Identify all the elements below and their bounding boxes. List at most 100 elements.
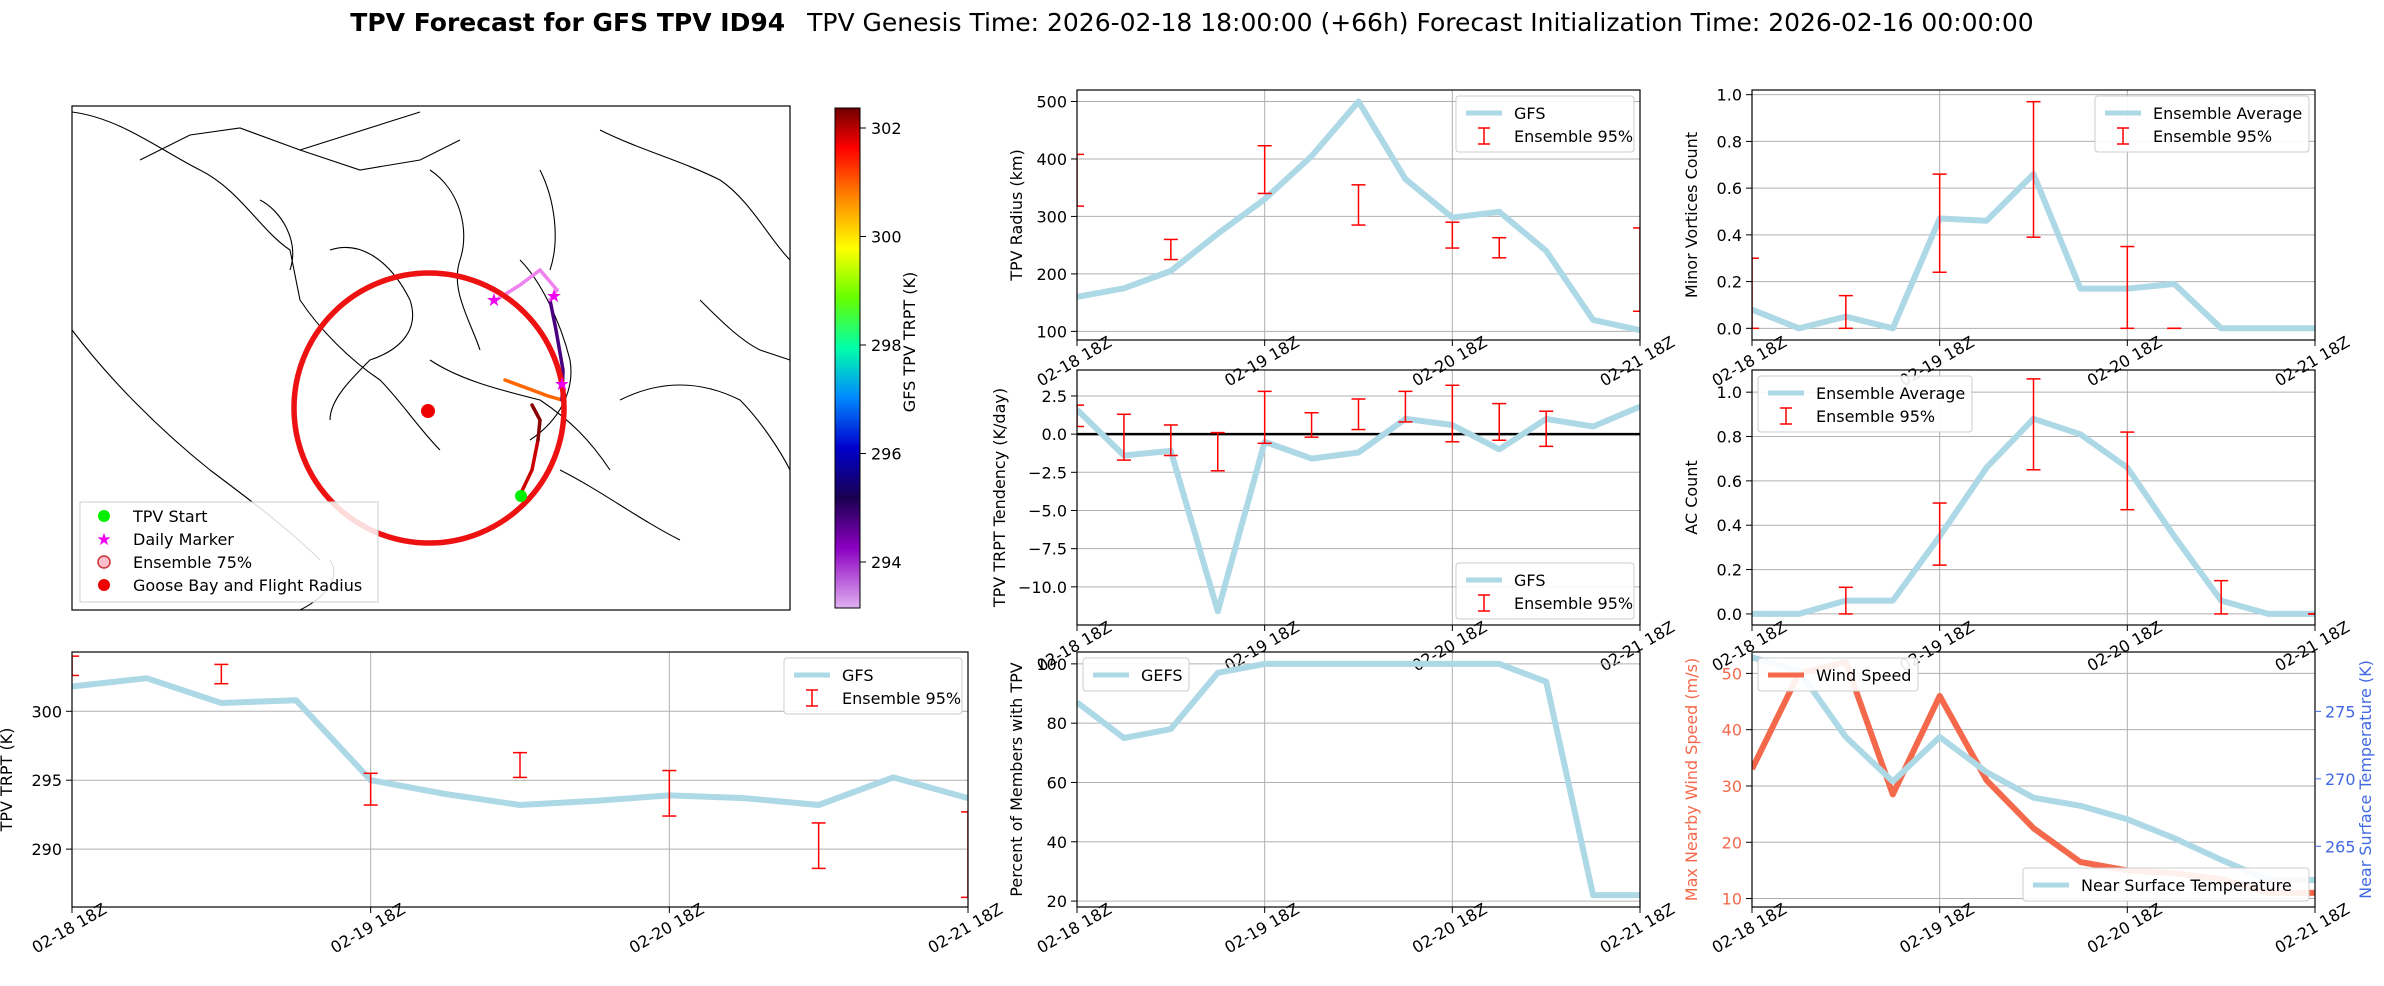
suptitle-bold: TPV Forecast for GFS TPV ID94 [350, 8, 785, 37]
y-tick-label: 40 [1047, 833, 1067, 852]
legend-label: Ensemble 95% [1816, 407, 1935, 426]
y-tick-label: 295 [31, 771, 62, 790]
y-tick-label: 0.4 [1717, 226, 1742, 245]
legend-label: Ensemble 95% [1514, 594, 1633, 613]
plot-area [1077, 98, 1640, 334]
svg-text:★: ★ [486, 290, 502, 311]
y-tick-label: 400 [1036, 150, 1067, 169]
y-tick-label: 200 [1036, 265, 1067, 284]
y-tick-label: −7.5 [1028, 540, 1067, 559]
legend-label: Ensemble 95% [2153, 127, 2272, 146]
y2-axis-label: Near Surface Temperature (K) [2356, 660, 2375, 899]
y-tick-label: 0.2 [1717, 273, 1742, 292]
map-panel: ★ ★ ★ ★ TPV Start Daily Marker Ensemble 75… [71, 105, 791, 611]
figure-suptitle: TPV Forecast for GFS TPV ID94 TPV Genesis… [350, 8, 2033, 37]
legend-label: Ensemble 95% [1514, 127, 1633, 146]
chart-legend: GFS Ensemble 95% [1455, 562, 1635, 620]
plot-area [1077, 384, 1640, 615]
y-tick-label: 30 [1722, 777, 1742, 796]
y-tick-label: 10 [1722, 890, 1742, 909]
y-tick-label: 290 [31, 840, 62, 859]
x-tick-label: 02-21 18Z [1597, 617, 1678, 675]
colorbar: 294 296 298 300 302 GFS TPV TRPT (K) [834, 107, 919, 609]
y-axis-label: TPV TRPT Tendency (K/day) [990, 388, 1009, 608]
axes-frame [1751, 369, 2316, 626]
y-tick-label: 300 [31, 702, 62, 721]
colorbar-label: GFS TPV TRPT (K) [900, 272, 919, 412]
colorbar-tick-label: 294 [871, 553, 902, 572]
chart-legend: Ensemble Average Ensemble 95% [1757, 375, 1973, 433]
y-tick-label: 40 [1722, 721, 1742, 740]
svg-text:★: ★ [96, 530, 111, 550]
y-axis-label: Max Nearby Wind Speed (m/s) [1682, 658, 1701, 901]
chart-legend: Ensemble Average Ensemble 95% [2094, 95, 2310, 153]
y-tick-label: −2.5 [1028, 463, 1067, 482]
x-tick-label: 02-21 18Z [2272, 332, 2353, 390]
y-tick-label: 0.8 [1717, 132, 1742, 151]
chart-trpt: 02-18 18Z 02-19 18Z 02-20 18Z 02-21 18Z 290 2… [0, 651, 1006, 957]
chart-legend: Near Surface Temperature [2022, 867, 2310, 902]
goose-bay-marker [421, 404, 435, 418]
chart-radius: 02-18 18Z 02-19 18Z 02-20 18Z 02-21 18Z1002… [1007, 89, 1678, 390]
chart-percent: 02-18 18Z 02-19 18Z 02-20 18Z 02-21 18Z2040… [1007, 651, 1678, 957]
legend-label: GEFS [1141, 666, 1183, 685]
legend-label: Ensemble Average [1816, 384, 1965, 403]
x-tick-label: 02-18 18Z [29, 899, 110, 957]
x-tick-label: 02-21 18Z [1597, 332, 1678, 390]
legend-daily-marker: Daily Marker [133, 530, 234, 549]
legend-goose-bay: Goose Bay and Flight Radius [133, 576, 362, 595]
legend-label: Ensemble 95% [842, 689, 961, 708]
y-tick-label: 0.0 [1717, 319, 1742, 338]
y-tick-label: 100 [1036, 322, 1067, 341]
map-legend: ★ TPV Start Daily Marker Ensemble 75% Go… [79, 501, 379, 603]
y2-tick-label: 275 [2325, 702, 2356, 721]
y-tick-label: 1.0 [1717, 86, 1742, 105]
x-tick-label: 02-20 18Z [2084, 617, 2165, 675]
x-tick-label: 02-20 18Z [2084, 332, 2165, 390]
legend-label: Ensemble Average [2153, 104, 2302, 123]
colorbar-tick-label: 298 [871, 336, 902, 355]
plot-area [1077, 660, 1640, 899]
series-line [1752, 654, 2315, 883]
y-tick-label: 80 [1047, 714, 1067, 733]
legend-label: GFS [1514, 571, 1545, 590]
y-axis-label: TPV TRPT (K) [0, 728, 16, 833]
y-tick-label: 20 [1722, 833, 1742, 852]
series-line [1077, 98, 1640, 334]
x-tick-label: 02-21 18Z [925, 899, 1006, 957]
y2-tick-label: 270 [2325, 770, 2356, 789]
chart-ac: 02-18 18Z 02-19 18Z 02-20 18Z 02-21 18Z0.00… [1682, 369, 2353, 675]
y-axis-label: AC Count [1682, 460, 1701, 534]
tpv-start-marker [515, 490, 527, 502]
axes-frame [1076, 651, 1641, 908]
y-tick-label: −5.0 [1028, 501, 1067, 520]
chart-wind: 02-18 18Z 02-19 18Z 02-20 18Z 02-21 18Z1020… [1682, 651, 2375, 957]
y-tick-label: 0.2 [1717, 561, 1742, 580]
x-tick-label: 02-21 18Z [2272, 617, 2353, 675]
y2-tick-label: 265 [2325, 837, 2356, 856]
svg-text:★: ★ [554, 374, 570, 395]
series-line [1752, 659, 2315, 896]
x-tick-label: 02-20 18Z [2084, 899, 2165, 957]
y-tick-label: −10.0 [1018, 578, 1067, 597]
axes-frame [71, 651, 969, 908]
colorbar-tick-label: 296 [871, 445, 902, 464]
y-axis-label: Minor Vortices Count [1682, 132, 1701, 298]
x-tick-label: 02-20 18Z [1409, 899, 1490, 957]
x-tick-label: 02-19 18Z [1896, 899, 1977, 957]
legend-ensemble-75: Ensemble 75% [133, 553, 252, 572]
y-axis-label: Percent of Members with TPV [1007, 662, 1026, 896]
y-tick-label: 0.0 [1042, 425, 1067, 444]
chart-legend: Wind Speed [1757, 657, 1919, 692]
y-tick-label: 0.6 [1717, 472, 1742, 491]
y-axis-label: TPV Radius (km) [1007, 149, 1026, 282]
y-tick-label: 2.5 [1042, 387, 1067, 406]
plot-area [72, 655, 968, 899]
x-tick-label: 02-20 18Z [626, 899, 707, 957]
axes-frame [1751, 651, 2316, 908]
series-line [72, 675, 968, 808]
legend-label: GFS [1514, 104, 1545, 123]
trajectory [494, 267, 565, 497]
